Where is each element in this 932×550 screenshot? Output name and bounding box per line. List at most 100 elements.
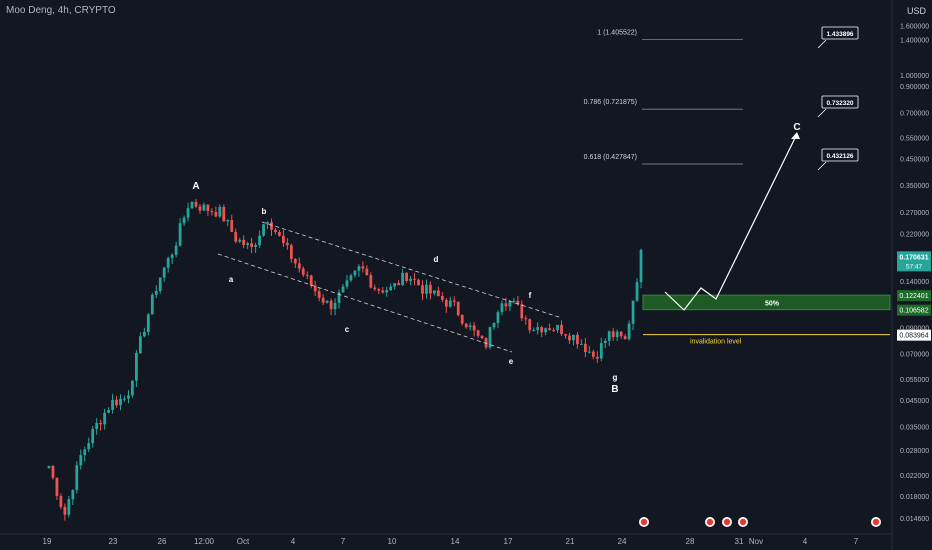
candle-body: [59, 495, 63, 507]
y-tick-label: 0.035000: [900, 424, 929, 431]
candle-body: [580, 343, 583, 345]
candle-body: [377, 289, 381, 291]
channel-upper-line: [261, 221, 563, 319]
x-tick-label: 12:00: [194, 537, 215, 546]
current-price-value: 0.170631: [899, 254, 928, 261]
candle-body: [127, 395, 130, 399]
candle-body: [186, 208, 190, 218]
zone-label: 50%: [765, 300, 780, 307]
candle-body: [572, 334, 575, 341]
price-level-badge: [897, 329, 931, 341]
candle-body: [496, 312, 500, 323]
candle-body: [266, 222, 269, 225]
candle-body: [603, 340, 607, 344]
x-tick-label: 17: [504, 537, 513, 546]
y-tick-label: 1.400000: [900, 38, 929, 45]
candle-body: [564, 334, 567, 336]
candle-body: [317, 291, 321, 298]
projection-arrowhead: [791, 132, 800, 139]
candle-body: [337, 292, 341, 303]
target-callout-box: [821, 95, 859, 109]
candle-body: [480, 335, 484, 339]
x-tick-label: 26: [158, 537, 167, 546]
candle-body: [452, 300, 456, 302]
candle-body: [258, 235, 261, 246]
candle-body: [520, 304, 524, 319]
retracement-zone: [642, 294, 891, 311]
wave-label-B: B: [611, 384, 618, 395]
candle-body: [627, 323, 631, 340]
candle-body: [417, 279, 420, 286]
y-tick-label: 0.550000: [900, 136, 929, 143]
candle-body: [210, 211, 214, 213]
candle-body: [385, 290, 389, 293]
candle-body: [560, 324, 563, 335]
candle-body: [246, 243, 250, 246]
candle-body: [365, 268, 369, 276]
y-tick-label: 0.022000: [900, 473, 929, 480]
candle-body: [55, 477, 59, 496]
wave-label-C: C: [793, 122, 800, 133]
x-tick-label: 23: [109, 537, 118, 546]
candle-body: [536, 327, 540, 331]
candle-body: [516, 300, 520, 305]
candle-body: [178, 223, 182, 246]
candles-group: [47, 198, 643, 521]
candle-body: [103, 412, 106, 425]
x-tick-label: 19: [43, 537, 52, 546]
y-tick-label: 1.600000: [900, 24, 929, 31]
y-tick-label: 0.700000: [900, 110, 929, 117]
candle-body: [218, 206, 222, 217]
candle-body: [488, 327, 492, 348]
candle-body: [345, 280, 349, 287]
candle-body: [401, 272, 404, 286]
fib-level-label: 0.618 (0.427847): [584, 154, 637, 161]
candle-body: [357, 266, 361, 271]
candle-body: [584, 343, 587, 353]
candle-body: [71, 490, 75, 500]
callout-pointer: [817, 108, 827, 118]
event-marker-dot: [706, 518, 714, 526]
candle-body: [456, 301, 460, 315]
x-tick-label: 7: [854, 537, 859, 546]
x-tick-label: 24: [618, 537, 627, 546]
target-callout-box: [821, 26, 859, 40]
price-level-badge: [897, 304, 931, 316]
candle-body: [460, 314, 464, 324]
candle-body: [540, 327, 544, 333]
candle-body: [278, 232, 281, 236]
x-tick-label: Nov: [749, 537, 763, 546]
x-tick-label: Oct: [237, 537, 250, 546]
candle-body: [361, 266, 365, 269]
wave-label-g: g: [613, 373, 618, 382]
candle-body: [234, 231, 238, 242]
candle-body: [154, 291, 158, 295]
candle-body: [63, 506, 67, 515]
candle-body: [321, 297, 325, 303]
candle-body: [131, 380, 134, 396]
candle-body: [393, 283, 397, 287]
candle-body: [611, 331, 615, 338]
candle-body: [91, 428, 95, 444]
fib-level-label: 0.786 (0.721875): [584, 99, 637, 106]
price-level-value: 0.122401: [899, 293, 928, 300]
candle-body: [123, 398, 126, 400]
wave-label-a: a: [229, 275, 234, 284]
chart-title: Moo Deng, 4h, CRYPTO: [6, 5, 116, 16]
candle-body: [146, 314, 150, 332]
candle-body: [250, 243, 254, 247]
candle-body: [389, 286, 393, 291]
candle-body: [309, 275, 313, 286]
y-tick-label: 1.000000: [900, 73, 929, 80]
candle-body: [182, 217, 186, 224]
y-tick-label: 0.014600: [900, 516, 929, 523]
candle-body: [349, 275, 353, 281]
candle-body: [333, 302, 337, 310]
y-tick-label: 0.070000: [900, 352, 929, 359]
candle-body: [226, 220, 230, 222]
y-tick-label: 0.140000: [900, 279, 929, 286]
target-callout-box: [821, 148, 859, 162]
candle-body: [75, 465, 79, 491]
